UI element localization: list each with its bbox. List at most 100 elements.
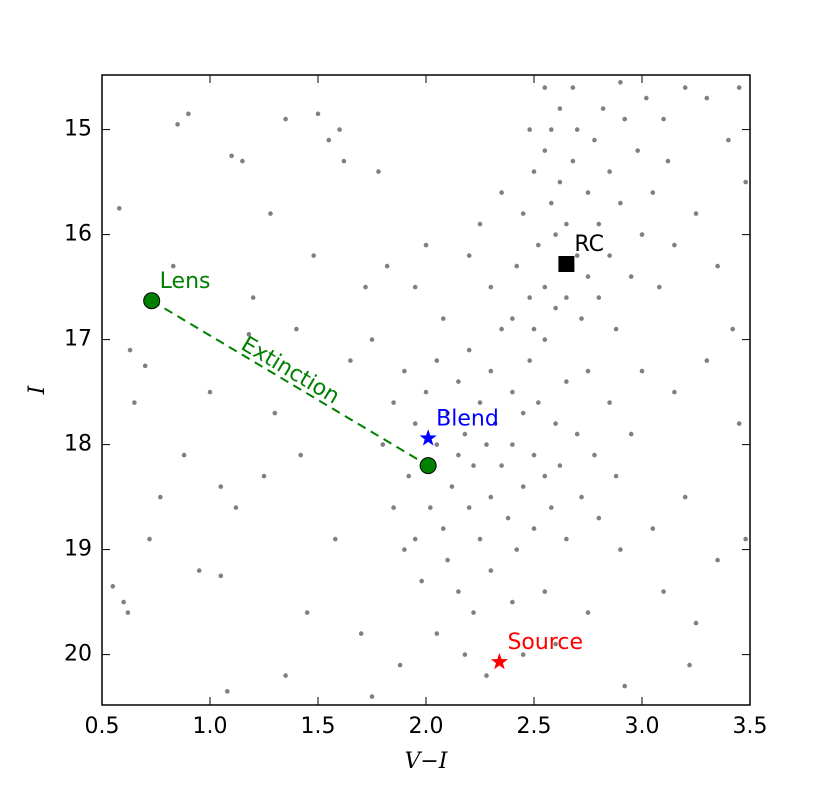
star-point <box>125 610 131 615</box>
marker-square <box>558 256 575 272</box>
star-point <box>570 85 576 90</box>
star-point <box>704 95 710 101</box>
y-tick-label: 20 <box>64 642 92 667</box>
star-point <box>579 494 584 500</box>
star-point <box>369 337 375 342</box>
star-point <box>142 363 148 369</box>
star-point <box>445 410 450 416</box>
x-tick-label: 3.0 <box>625 714 660 739</box>
star-point <box>484 673 489 678</box>
star-point <box>693 211 699 216</box>
star-point <box>548 127 554 132</box>
star-point <box>672 389 677 395</box>
marker-label: Lens <box>160 269 211 294</box>
star-point <box>514 263 520 269</box>
star-point <box>218 484 224 489</box>
star-point <box>147 536 152 542</box>
star-point <box>384 263 390 269</box>
star-point <box>505 515 511 521</box>
star-point <box>186 111 191 117</box>
star-point <box>527 358 532 363</box>
marker-circle <box>419 457 437 475</box>
star-point <box>536 242 541 248</box>
extinction-vector <box>151 299 429 467</box>
star-point <box>466 253 472 258</box>
star-point <box>272 410 278 416</box>
star-point <box>246 332 252 337</box>
star-point <box>542 148 548 153</box>
star-point <box>261 473 267 479</box>
star-point <box>579 316 584 321</box>
marker-star <box>419 429 437 446</box>
star-point <box>693 620 699 626</box>
star-point <box>557 179 563 185</box>
star-point <box>402 368 407 374</box>
star-point <box>229 153 234 159</box>
x-tick-label: 1.0 <box>193 714 228 739</box>
y-axis-label: I <box>25 384 50 395</box>
star-point <box>456 589 461 594</box>
star-point <box>644 95 649 101</box>
star-point <box>553 305 558 311</box>
star-point <box>283 116 288 122</box>
star-point <box>730 326 736 332</box>
star-point <box>492 421 498 426</box>
star-point <box>564 221 569 227</box>
star-point <box>116 206 122 211</box>
star-point <box>466 505 472 510</box>
star-point <box>158 494 163 500</box>
star-point <box>574 127 580 132</box>
star-point <box>170 263 176 269</box>
star-point <box>618 80 623 85</box>
star-point <box>715 557 720 563</box>
star-point <box>570 158 576 164</box>
star-point <box>449 484 455 489</box>
star-point <box>592 137 597 143</box>
star-point <box>510 442 515 447</box>
star-point <box>656 284 662 290</box>
star-point <box>196 568 202 573</box>
star-point <box>499 463 504 468</box>
star-point <box>542 284 548 290</box>
star-point <box>736 421 742 426</box>
marker-circle <box>143 292 161 310</box>
star-point <box>726 137 731 143</box>
star-point <box>391 400 396 405</box>
star-point <box>207 389 213 395</box>
star-point <box>585 368 591 374</box>
star-point <box>391 505 396 510</box>
star-point <box>618 547 623 552</box>
star-point <box>440 526 446 531</box>
star-point <box>596 295 602 300</box>
star-point <box>743 179 748 185</box>
star-point <box>600 106 606 111</box>
star-point <box>628 274 634 279</box>
star-point <box>682 85 688 90</box>
star-point <box>110 584 116 589</box>
star-point <box>687 662 692 668</box>
star-point <box>736 85 742 90</box>
star-point <box>311 253 316 258</box>
star-point <box>585 190 591 195</box>
star-point <box>428 505 433 510</box>
star-point <box>542 589 548 594</box>
star-point <box>218 573 224 579</box>
star-point <box>315 111 321 117</box>
star-point <box>294 326 299 332</box>
star-point <box>471 610 476 615</box>
star-point <box>520 410 526 416</box>
star-point <box>348 358 353 363</box>
star-point <box>542 473 548 479</box>
star-point <box>527 295 532 300</box>
star-point <box>440 316 446 321</box>
star-point <box>233 505 239 510</box>
star-point <box>564 536 569 542</box>
star-point <box>585 274 591 279</box>
star-point <box>622 116 628 122</box>
star-point <box>661 116 666 122</box>
x-tick-label: 3.5 <box>733 714 768 739</box>
star-point <box>553 421 558 426</box>
star-point <box>488 368 494 374</box>
star-point <box>499 190 504 195</box>
star-point <box>380 442 386 447</box>
